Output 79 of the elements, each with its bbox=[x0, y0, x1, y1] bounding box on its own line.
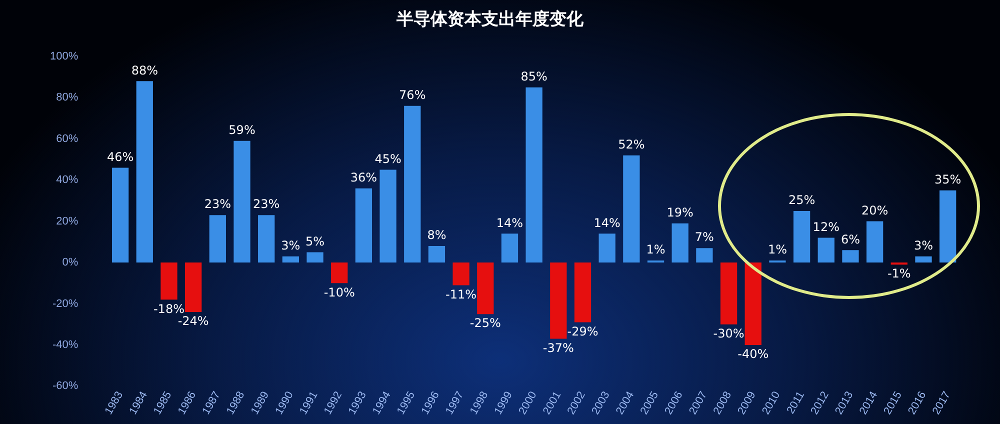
bar bbox=[258, 215, 275, 263]
bar bbox=[160, 262, 178, 300]
chart-title: 半导体资本支出年度变化 bbox=[396, 10, 584, 30]
y-tick-label: 80% bbox=[56, 92, 78, 104]
data-label: 7% bbox=[694, 230, 714, 244]
bar bbox=[209, 215, 226, 263]
bar bbox=[696, 248, 713, 263]
data-label: 23% bbox=[253, 197, 280, 212]
bar bbox=[428, 246, 446, 263]
data-label: 14% bbox=[496, 216, 524, 230]
data-label: 14% bbox=[594, 216, 620, 230]
bar bbox=[720, 262, 738, 324]
y-tick-label: -40% bbox=[52, 339, 78, 352]
data-label: 6% bbox=[840, 232, 860, 246]
bar bbox=[574, 262, 592, 322]
data-label: 5% bbox=[305, 234, 325, 248]
bar bbox=[477, 262, 494, 314]
bar bbox=[793, 211, 810, 263]
bar bbox=[501, 234, 518, 263]
bar bbox=[380, 170, 396, 263]
y-tick-label: 0% bbox=[62, 256, 78, 269]
bar bbox=[866, 221, 884, 263]
data-label: -24% bbox=[178, 314, 209, 328]
data-label: 12% bbox=[812, 220, 840, 234]
data-label: 25% bbox=[788, 193, 816, 208]
bar bbox=[672, 223, 688, 263]
data-label: 1% bbox=[646, 242, 666, 257]
bar bbox=[306, 252, 324, 263]
bar bbox=[452, 262, 470, 286]
bar bbox=[526, 87, 542, 263]
data-label: -30% bbox=[713, 326, 744, 340]
data-label: 1% bbox=[768, 242, 787, 257]
data-label: 3% bbox=[281, 238, 300, 252]
data-label: -1% bbox=[887, 266, 911, 281]
y-tick-label: 100% bbox=[50, 50, 78, 62]
data-label: 88% bbox=[131, 63, 158, 78]
bar bbox=[769, 260, 786, 263]
data-label: 59% bbox=[228, 123, 256, 138]
bar bbox=[282, 256, 299, 263]
data-label: 52% bbox=[618, 137, 645, 152]
bar bbox=[598, 234, 616, 263]
data-label: 36% bbox=[350, 170, 378, 184]
data-label: 46% bbox=[106, 150, 134, 164]
data-label: 35% bbox=[934, 172, 962, 187]
bar bbox=[842, 250, 859, 263]
bar bbox=[184, 262, 202, 312]
data-label: -25% bbox=[470, 316, 501, 330]
data-label: 76% bbox=[399, 88, 426, 102]
data-label: -11% bbox=[446, 287, 477, 302]
data-label: -18% bbox=[153, 302, 184, 316]
data-label: -37% bbox=[542, 340, 574, 355]
y-tick-label: -60% bbox=[52, 380, 78, 392]
bar bbox=[940, 190, 956, 263]
data-label: 45% bbox=[374, 152, 402, 166]
bar bbox=[112, 168, 129, 263]
bar bbox=[404, 106, 421, 263]
y-tick-label: -20% bbox=[52, 298, 78, 310]
data-label: 85% bbox=[520, 69, 548, 84]
data-label: 19% bbox=[666, 205, 694, 220]
bar bbox=[647, 260, 664, 263]
data-label: -40% bbox=[738, 347, 769, 362]
bar bbox=[331, 262, 348, 284]
data-label: 3% bbox=[914, 238, 934, 252]
y-tick-label: 20% bbox=[56, 215, 78, 228]
data-label: -10% bbox=[324, 285, 355, 300]
data-label: 20% bbox=[861, 203, 888, 218]
bar bbox=[915, 256, 932, 263]
y-tick-label: 40% bbox=[56, 174, 78, 186]
bar bbox=[550, 262, 567, 339]
bar bbox=[623, 155, 640, 263]
bar bbox=[355, 188, 372, 263]
bar bbox=[136, 81, 153, 263]
bar bbox=[234, 140, 250, 263]
bar bbox=[744, 262, 762, 345]
data-label: 8% bbox=[427, 228, 446, 242]
bar bbox=[818, 238, 834, 263]
y-tick-label: 60% bbox=[56, 132, 78, 145]
data-label: -29% bbox=[567, 324, 598, 338]
data-label: 23% bbox=[204, 197, 231, 212]
